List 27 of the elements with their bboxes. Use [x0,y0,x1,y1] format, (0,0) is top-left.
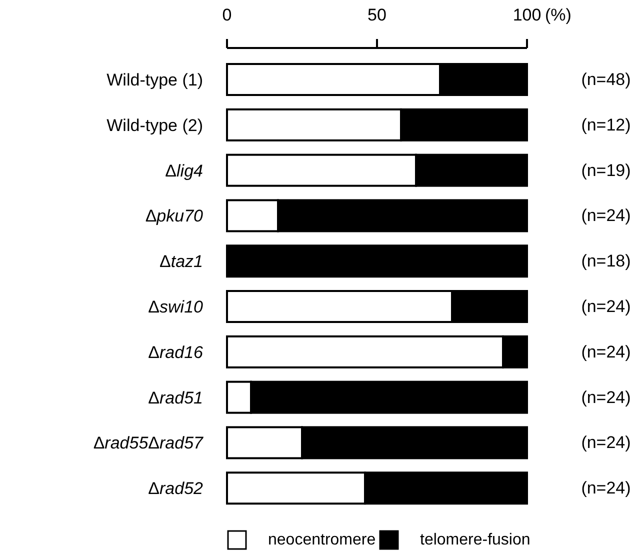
text: (n=19) [581,160,631,180]
text: (n=18) [581,252,631,271]
y-tick-label: Δswi10 [148,297,204,316]
y-tick-label: Δrad16 [148,342,204,362]
y-tick-label: Δrad51 [148,388,203,407]
y-tick-label: Δrad52 [148,478,204,498]
y-tick-label: Wild-type (1) [106,70,203,89]
text: (n=24) [581,388,631,407]
bar [226,244,528,278]
legend-label: neocentromere [268,532,376,548]
y-tick-label: Δpku70 [145,206,204,226]
y-tick-label: Δrad55Δrad57 [93,433,204,452]
y-tick-label: Wild-type (2) [106,115,203,134]
text: (n=24) [581,478,631,498]
text: (n=24) [581,297,631,316]
legend-label: telomere-fusion [420,532,530,548]
y-tick-label: Δlig4 [165,160,203,180]
text: (n=24) [581,206,631,226]
x-axis-title: (%) [545,6,572,24]
x-tick-label: 50 [368,6,386,24]
text: (n=24) [581,433,631,452]
y-tick-label: Δtaz1 [160,252,203,271]
x-tick-label: 100 [512,6,542,24]
text: (n=24) [581,342,631,362]
text: (n=12) [581,115,631,134]
text: (n=48) [581,70,631,89]
x-tick-label: 0 [222,6,232,24]
